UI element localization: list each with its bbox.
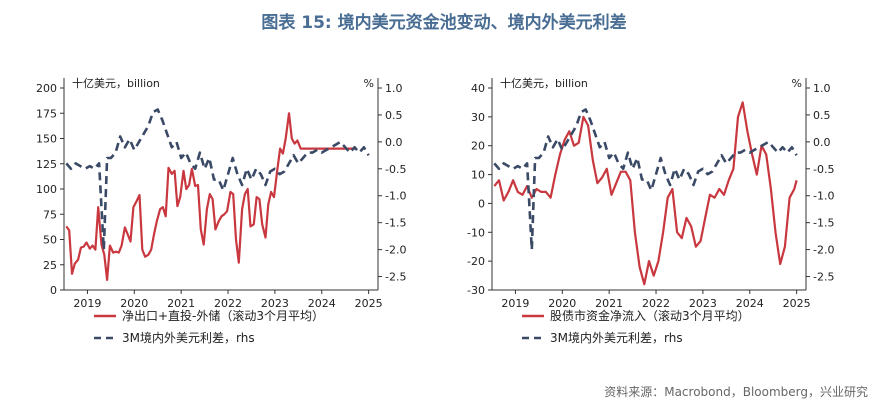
left-tick-label: 175 bbox=[36, 107, 57, 120]
series-line-2 bbox=[493, 108, 798, 251]
left-tick-label: 150 bbox=[36, 133, 57, 146]
left-tick-label: 100 bbox=[36, 183, 57, 196]
x-tick-label: 2025 bbox=[355, 297, 383, 310]
x-tick-label: 2020 bbox=[120, 297, 148, 310]
x-tick-label: 2024 bbox=[308, 297, 336, 310]
source-note: 资料来源：Macrobond，Bloomberg，兴业研究 bbox=[604, 385, 868, 399]
left-tick-label: 200 bbox=[36, 82, 57, 95]
chart-1: 0 25 50 75 100 125 150 175 200 1.0 0.5 0.0 -0.5 -1.0 -… bbox=[36, 76, 406, 345]
x-tick-label: 2022 bbox=[642, 297, 670, 310]
right-tick-label: -1.0 bbox=[813, 190, 834, 203]
x-tick-label: 2022 bbox=[214, 297, 242, 310]
series-line-2 bbox=[65, 108, 370, 251]
x-tick-label: 2019 bbox=[501, 297, 529, 310]
legend-label-2: 3M境内外美元利差，rhs bbox=[550, 330, 683, 345]
x-tick-label: 2023 bbox=[261, 297, 289, 310]
right-tick-label: -0.5 bbox=[813, 163, 834, 176]
right-tick-label: 1.0 bbox=[813, 82, 831, 95]
x-tick-label: 2023 bbox=[689, 297, 717, 310]
left-tick-label: 20 bbox=[471, 140, 485, 153]
chart-2: -30 -20 -10 0 10 20 30 40 1.0 0.5 0.0 -0.5 -1.0 -1.5 -… bbox=[467, 76, 834, 345]
right-tick-label: -0.5 bbox=[385, 163, 406, 176]
left-tick-label: 0 bbox=[50, 284, 57, 297]
right-tick-label: -1.0 bbox=[385, 190, 406, 203]
right-unit-label: % bbox=[364, 77, 374, 90]
x-tick-label: 2024 bbox=[736, 297, 764, 310]
right-tick-label: -2.5 bbox=[385, 271, 406, 284]
x-tick-label: 2021 bbox=[167, 297, 195, 310]
legend-label-1: 净出口+直投-外储（滚动3个月平均） bbox=[122, 308, 324, 323]
x-tick-label: 2021 bbox=[595, 297, 623, 310]
series-line-1 bbox=[65, 112, 356, 281]
left-tick-label: 10 bbox=[471, 169, 485, 182]
left-tick-label: 125 bbox=[36, 158, 57, 171]
left-unit-label: 十亿美元，billion bbox=[72, 76, 160, 90]
left-tick-label: 75 bbox=[43, 208, 57, 221]
page-title: 图表 15: 境内美元资金池变动、境内外美元利差 bbox=[261, 13, 627, 33]
right-tick-label: -2.5 bbox=[813, 271, 834, 284]
left-tick-label: -30 bbox=[467, 284, 485, 297]
right-tick-label: 0.0 bbox=[813, 136, 831, 149]
left-tick-label: -10 bbox=[467, 226, 485, 239]
right-tick-label: -1.5 bbox=[813, 217, 834, 230]
series-line-1 bbox=[493, 101, 798, 286]
right-tick-label: 0.0 bbox=[385, 136, 403, 149]
left-tick-label: 0 bbox=[478, 197, 485, 210]
left-tick-label: 40 bbox=[471, 82, 485, 95]
x-tick-label: 2019 bbox=[73, 297, 101, 310]
right-tick-label: 0.5 bbox=[385, 109, 403, 122]
x-tick-label: 2020 bbox=[548, 297, 576, 310]
right-tick-label: 1.0 bbox=[385, 82, 403, 95]
right-unit-label: % bbox=[792, 77, 802, 90]
left-unit-label: 十亿美元，billion bbox=[500, 76, 588, 90]
right-tick-label: -1.5 bbox=[385, 217, 406, 230]
left-tick-label: 25 bbox=[43, 259, 57, 272]
left-tick-label: 30 bbox=[471, 111, 485, 124]
legend-label-2: 3M境内外美元利差，rhs bbox=[122, 330, 255, 345]
right-tick-label: -2.0 bbox=[813, 244, 834, 257]
right-tick-label: 0.5 bbox=[813, 109, 831, 122]
x-tick-label: 2025 bbox=[783, 297, 811, 310]
legend-label-1: 股债市资金净流入（滚动3个月平均） bbox=[550, 308, 750, 323]
left-tick-label: 50 bbox=[43, 234, 57, 247]
left-tick-label: -20 bbox=[467, 255, 485, 268]
right-tick-label: -2.0 bbox=[385, 244, 406, 257]
